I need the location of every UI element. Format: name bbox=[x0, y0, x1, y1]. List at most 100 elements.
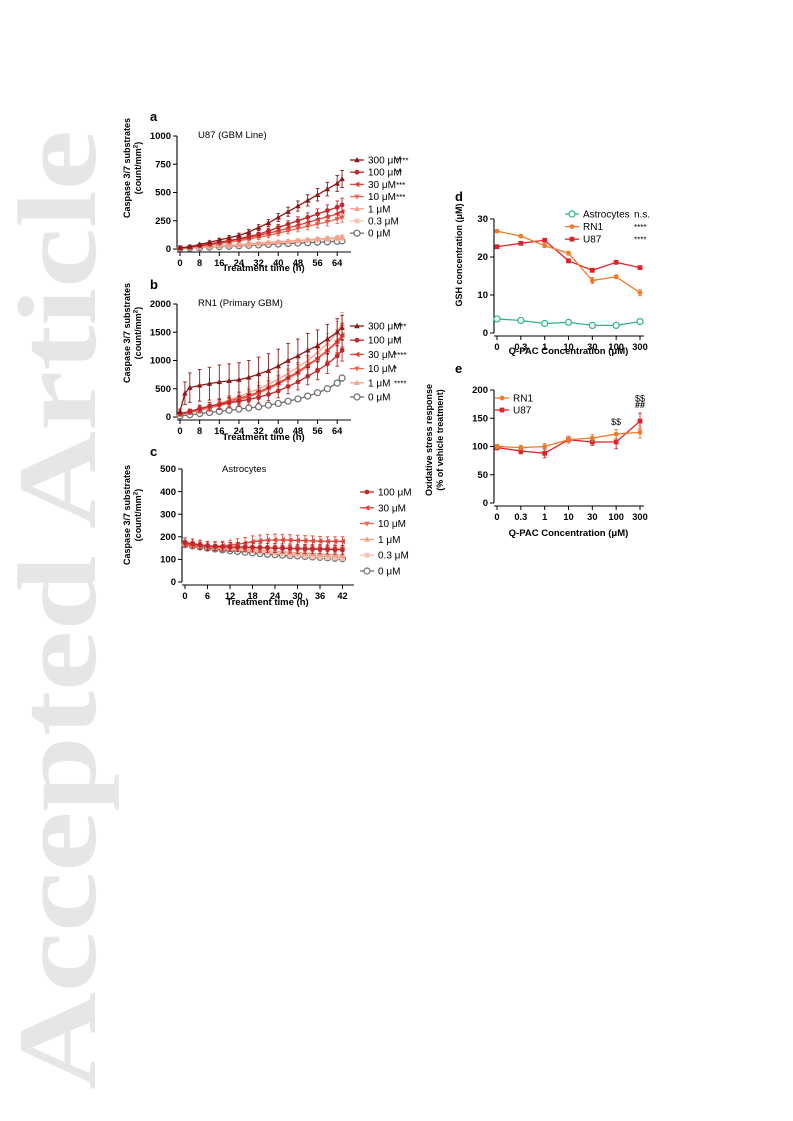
x-tick-label: 48 bbox=[293, 258, 303, 268]
series-300-μM bbox=[177, 314, 345, 415]
legend-label: 0.3 μM bbox=[378, 551, 409, 562]
data-point bbox=[339, 347, 345, 353]
data-point bbox=[280, 545, 285, 551]
legend-significance: **** bbox=[634, 236, 646, 245]
data-point bbox=[589, 267, 595, 273]
x-axis-title: Treatment time (h) bbox=[222, 432, 304, 443]
legend-label: 10 μM bbox=[368, 192, 396, 203]
data-point bbox=[310, 554, 315, 560]
data-point bbox=[295, 203, 301, 209]
legend-marker bbox=[354, 218, 360, 224]
panel-letter-d: d bbox=[455, 189, 463, 204]
data-point bbox=[314, 342, 321, 349]
legend-significance: **** bbox=[396, 157, 408, 166]
legend-marker bbox=[499, 395, 505, 401]
data-point bbox=[332, 555, 338, 561]
data-point bbox=[334, 329, 340, 335]
data-point bbox=[242, 544, 248, 550]
x-tick-label: 48 bbox=[293, 426, 303, 436]
y-tick-label: 100 bbox=[160, 555, 176, 566]
x-tick-label: 18 bbox=[247, 591, 257, 601]
data-point bbox=[325, 555, 330, 560]
data-point bbox=[613, 439, 619, 445]
legend-significance: ** bbox=[396, 169, 402, 178]
data-point bbox=[333, 379, 341, 387]
x-axis-title: Q-PAC Concentration (μM) bbox=[509, 346, 629, 357]
x-axis-title: Treatment time (h) bbox=[226, 597, 308, 608]
x-tick-label: 1 bbox=[542, 342, 547, 352]
panel-c: c 0 100 200 300 400 500 0 6 12 18 24 30 36 42 Treatment… bbox=[122, 444, 412, 608]
data-point bbox=[187, 384, 193, 390]
data-point bbox=[314, 222, 321, 228]
data-point bbox=[182, 390, 188, 396]
y-tick-label: 250 bbox=[155, 216, 171, 227]
data-point bbox=[205, 543, 210, 549]
x-tick-label: 36 bbox=[315, 591, 325, 601]
x-tick-label: 300 bbox=[632, 342, 648, 352]
data-point bbox=[340, 556, 345, 561]
data-point bbox=[190, 541, 195, 546]
x-tick-label: 64 bbox=[332, 426, 343, 436]
data-point bbox=[542, 444, 548, 449]
series-line bbox=[184, 541, 343, 551]
data-point bbox=[294, 537, 300, 544]
data-point bbox=[317, 538, 323, 544]
data-point bbox=[196, 241, 203, 247]
y-tick-label: 0 bbox=[166, 412, 171, 423]
data-point bbox=[323, 385, 331, 393]
data-point bbox=[265, 220, 272, 226]
legend-significance: n.s. bbox=[634, 210, 650, 221]
data-point bbox=[334, 217, 340, 223]
data-point bbox=[287, 546, 293, 551]
data-point bbox=[305, 373, 311, 379]
data-point bbox=[255, 371, 262, 377]
data-point bbox=[541, 319, 549, 328]
legend-label: RN1 bbox=[583, 222, 603, 233]
x-tick-label: 24 bbox=[234, 258, 245, 268]
legend-marker bbox=[354, 157, 360, 163]
data-point bbox=[285, 238, 291, 244]
data-point bbox=[304, 224, 311, 230]
data-point bbox=[339, 202, 345, 208]
legend: 300 μM**** 100 μM**30 μM ***10 μM *** 1 μM 0.… bbox=[350, 156, 408, 240]
data-point bbox=[295, 552, 300, 558]
y-tick-label: 300 bbox=[160, 509, 176, 520]
data-point bbox=[182, 540, 188, 545]
data-point bbox=[518, 240, 524, 246]
legend-marker bbox=[354, 366, 360, 372]
data-point bbox=[196, 382, 203, 388]
data-point bbox=[339, 552, 346, 558]
legend-marker bbox=[364, 552, 370, 558]
data-point bbox=[637, 265, 643, 271]
legend-significance: **** bbox=[634, 223, 646, 232]
legend-marker bbox=[353, 229, 361, 237]
data-point bbox=[275, 238, 282, 244]
data-point bbox=[245, 404, 253, 412]
data-point bbox=[216, 402, 222, 407]
x-tick-label: 0 bbox=[494, 512, 499, 522]
data-point bbox=[257, 545, 263, 551]
data-point bbox=[235, 405, 243, 413]
data-point bbox=[304, 197, 311, 203]
data-point bbox=[197, 406, 203, 411]
data-point bbox=[226, 377, 232, 384]
data-point bbox=[236, 241, 242, 247]
legend-label: 30 μM bbox=[378, 503, 406, 514]
legend-label: 100 μM bbox=[368, 336, 402, 347]
legend-marker bbox=[354, 205, 360, 211]
series-RN1 bbox=[494, 228, 643, 297]
data-point bbox=[613, 274, 619, 280]
inset-label: Astrocytes bbox=[222, 464, 267, 475]
data-point bbox=[220, 544, 225, 550]
y-axis-title: GSH concentration (μM) bbox=[454, 203, 464, 306]
data-point bbox=[295, 237, 301, 243]
data-point bbox=[295, 379, 301, 385]
legend-significance: *** bbox=[396, 181, 405, 190]
data-point bbox=[255, 240, 262, 246]
legend-label: Astrocytes bbox=[583, 210, 630, 221]
data-point bbox=[235, 544, 240, 550]
x-tick-label: 6 bbox=[205, 591, 210, 601]
